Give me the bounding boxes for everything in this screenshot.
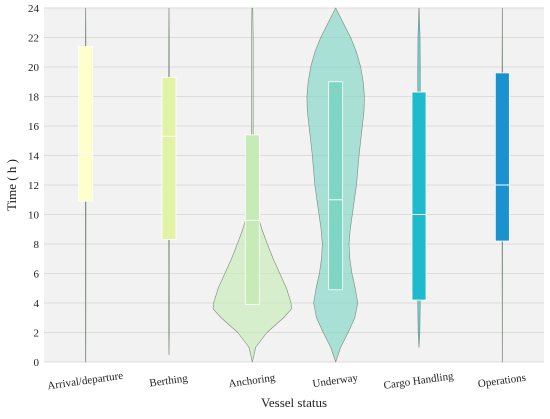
y-tick-label: 14 [28, 151, 40, 163]
y-axis-label: Time ( h ) [4, 159, 19, 211]
x-tick-label: Cargo Handling [383, 370, 455, 392]
x-tick-label: Berthing [149, 372, 189, 389]
y-tick-label: 2 [34, 328, 40, 340]
x-tick-label: Anchoring [228, 372, 277, 391]
x-tick-label: Arrival/departure [47, 370, 124, 393]
y-tick-label: 12 [28, 180, 39, 192]
y-tick-label: 20 [28, 62, 40, 74]
box [78, 45, 94, 202]
y-tick-label: 24 [28, 3, 40, 15]
y-tick-label: 4 [34, 298, 40, 310]
box [494, 72, 510, 242]
box [328, 81, 344, 291]
y-tick-label: 18 [28, 92, 40, 104]
boxes [78, 45, 510, 305]
x-tick-label: Underway [312, 372, 360, 390]
y-tick-label: 10 [28, 210, 40, 222]
grid-lines [44, 7, 544, 363]
box [244, 134, 260, 305]
y-tick-label: 16 [28, 121, 40, 133]
y-tick-label: 6 [34, 269, 40, 281]
y-tick-label: 22 [28, 33, 39, 45]
y-tick-label: 8 [34, 239, 40, 251]
box [411, 91, 427, 301]
x-tick-label: Operations [477, 372, 526, 391]
box [161, 76, 177, 240]
x-tick-labels: Arrival/departure Berthing Anchoring Underw… [47, 370, 527, 393]
x-axis-label: Vessel status [261, 395, 327, 410]
y-tick-label: 0 [34, 357, 40, 369]
